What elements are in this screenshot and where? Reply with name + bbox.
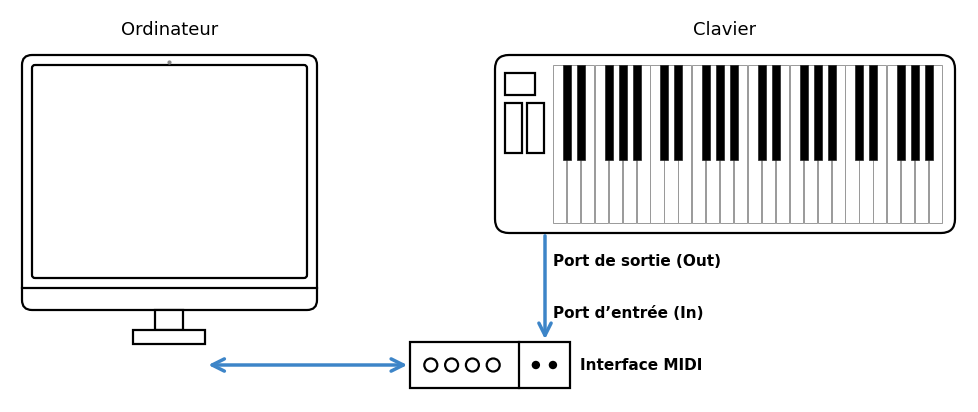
- Bar: [664, 65, 677, 223]
- FancyBboxPatch shape: [22, 55, 317, 310]
- Bar: [886, 65, 900, 223]
- Bar: [761, 65, 775, 223]
- Bar: [576, 65, 584, 160]
- Bar: [845, 65, 858, 223]
- Text: Port de sortie (Out): Port de sortie (Out): [553, 253, 720, 269]
- Bar: [660, 65, 668, 160]
- Bar: [901, 65, 913, 223]
- Bar: [771, 65, 779, 160]
- Bar: [604, 65, 612, 160]
- Circle shape: [445, 358, 458, 372]
- Bar: [813, 65, 821, 160]
- Bar: [817, 65, 830, 223]
- Circle shape: [466, 358, 478, 372]
- Bar: [505, 73, 534, 95]
- Bar: [562, 65, 570, 160]
- Circle shape: [486, 358, 499, 372]
- Bar: [734, 65, 746, 223]
- Bar: [553, 65, 565, 223]
- Text: Clavier: Clavier: [692, 21, 756, 39]
- Bar: [826, 65, 835, 160]
- Bar: [859, 65, 871, 223]
- Bar: [678, 65, 690, 223]
- Bar: [830, 65, 844, 223]
- Bar: [924, 65, 932, 160]
- Bar: [799, 65, 807, 160]
- Bar: [618, 65, 626, 160]
- Circle shape: [549, 361, 556, 368]
- Bar: [914, 65, 927, 223]
- Text: Ordinateur: Ordinateur: [120, 21, 218, 39]
- Bar: [632, 65, 640, 160]
- Bar: [747, 65, 760, 223]
- Bar: [896, 65, 905, 160]
- Bar: [526, 103, 544, 153]
- Bar: [580, 65, 594, 223]
- Bar: [566, 65, 579, 223]
- Bar: [622, 65, 635, 223]
- Bar: [928, 65, 941, 223]
- Bar: [691, 65, 705, 223]
- FancyBboxPatch shape: [495, 55, 954, 233]
- Bar: [789, 65, 802, 223]
- Bar: [701, 65, 709, 160]
- Bar: [505, 103, 521, 153]
- Bar: [608, 65, 621, 223]
- Bar: [720, 65, 733, 223]
- Bar: [595, 65, 607, 223]
- Bar: [649, 65, 663, 223]
- Bar: [674, 65, 682, 160]
- Bar: [705, 65, 719, 223]
- Bar: [868, 65, 876, 160]
- Bar: [803, 65, 816, 223]
- Bar: [156, 310, 183, 330]
- Bar: [730, 65, 737, 160]
- Text: Port d’entrée (In): Port d’entrée (In): [553, 306, 703, 321]
- Bar: [133, 330, 205, 344]
- Bar: [855, 65, 863, 160]
- Bar: [757, 65, 765, 160]
- Bar: [775, 65, 788, 223]
- Bar: [872, 65, 886, 223]
- Bar: [911, 65, 918, 160]
- Bar: [715, 65, 724, 160]
- Circle shape: [423, 358, 437, 372]
- Circle shape: [532, 361, 539, 368]
- Text: Interface MIDI: Interface MIDI: [579, 358, 701, 372]
- Bar: [636, 65, 649, 223]
- Bar: [410, 342, 569, 388]
- FancyBboxPatch shape: [32, 65, 307, 278]
